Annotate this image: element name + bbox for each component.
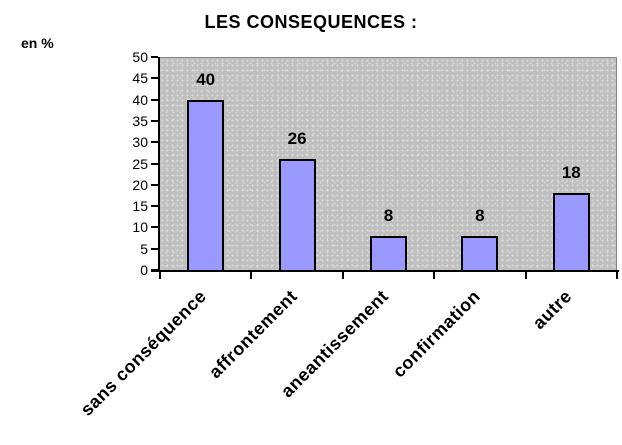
- category-label: confirmation: [388, 286, 485, 382]
- y-tick: [151, 205, 158, 208]
- y-tick: [151, 119, 158, 122]
- y-tick: [151, 247, 158, 250]
- y-tick: [151, 141, 158, 144]
- y-tick-label: 5: [140, 240, 148, 257]
- category-label: affrontement: [205, 286, 302, 383]
- y-tick: [151, 162, 158, 165]
- y-tick-label: 50: [132, 49, 148, 65]
- bar-value-label: 26: [287, 129, 307, 148]
- bar-aneantissement: [370, 236, 407, 270]
- y-tick: [151, 226, 158, 229]
- x-tick: [524, 272, 527, 279]
- x-tick: [159, 272, 161, 279]
- y-tick: [151, 56, 158, 58]
- y-tick-label: 45: [132, 70, 148, 87]
- bar-affrontement: [278, 159, 316, 270]
- bar-value-label: 8: [383, 206, 394, 225]
- y-tick-label: 30: [132, 134, 148, 151]
- bar-value-label: 8: [475, 206, 485, 225]
- bar-value-label: 40: [196, 70, 216, 89]
- y-tick-label: 35: [132, 112, 148, 129]
- category-label: sans conséquence: [76, 286, 210, 420]
- bar-value-label: 18: [561, 163, 581, 182]
- x-tick: [433, 272, 436, 279]
- y-tick-label: 25: [132, 155, 148, 172]
- y-tick-label: 20: [132, 176, 148, 193]
- x-tick: [250, 272, 253, 279]
- y-tick-label: 40: [132, 91, 148, 108]
- x-tick: [341, 272, 344, 279]
- y-tick-label: 0: [140, 262, 148, 278]
- x-axis-line: [151, 270, 619, 272]
- y-tick: [151, 183, 158, 186]
- y-tick: [151, 77, 158, 80]
- category-label: autre: [528, 286, 576, 334]
- y-axis-unit-label: en %: [21, 35, 54, 51]
- plot-area: [160, 57, 617, 270]
- y-tick: [151, 98, 158, 101]
- x-tick: [616, 272, 618, 279]
- y-axis-line: [158, 57, 160, 272]
- bar-confirmation: [461, 236, 499, 270]
- y-tick-label: 10: [132, 219, 148, 236]
- bar-sans conséquence: [187, 100, 225, 270]
- chart-title: LES CONSEQUENCES :: [204, 12, 418, 32]
- y-tick-label: 15: [132, 198, 148, 215]
- bar-autre: [552, 193, 590, 270]
